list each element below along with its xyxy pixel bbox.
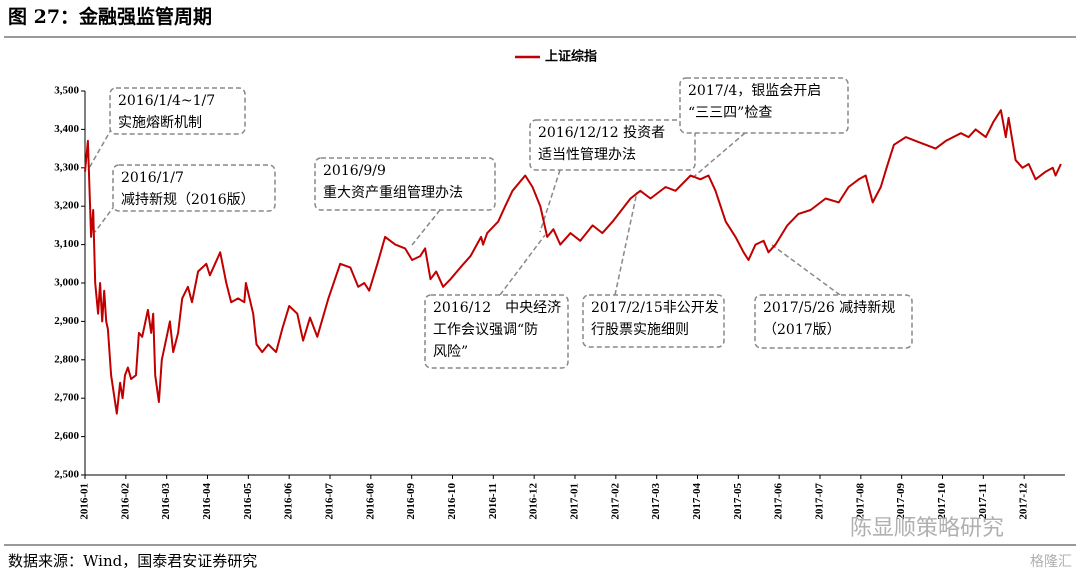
x-tick-label: 2017-11 xyxy=(977,483,989,519)
x-tick-label: 2016-08 xyxy=(364,483,376,520)
annotation-leader xyxy=(411,209,441,246)
annotation-text: 实施熔断机制 xyxy=(118,115,202,131)
annotation-box xyxy=(582,294,725,348)
annotation-text: 2016/1/4~1/7 xyxy=(118,93,215,109)
x-tick-label: 2016-07 xyxy=(324,483,336,520)
x-tick-label: 2016-12 xyxy=(528,483,540,520)
annotation-box xyxy=(424,294,569,369)
annotation-text: 工作会议强调“防 xyxy=(433,322,538,338)
x-tick-label: 2017-06 xyxy=(773,483,785,520)
annotation-box xyxy=(679,77,849,134)
y-tick-label: 2,700 xyxy=(54,392,79,404)
series-line xyxy=(84,109,1062,415)
annotation-text: 2016/9/9 xyxy=(323,163,386,179)
x-tick-label: 2017-04 xyxy=(691,483,703,520)
y-tick-label: 2,500 xyxy=(54,469,79,481)
x-tick-label: 2017-01 xyxy=(569,483,581,520)
y-tick-label: 3,100 xyxy=(54,238,79,250)
x-tick-label: 2017-10 xyxy=(936,483,948,520)
annotation-text: 行股票实施细则 xyxy=(591,322,689,338)
x-tick-label: 2016-05 xyxy=(242,483,254,520)
x-tick-label: 2016-10 xyxy=(446,483,458,520)
y-tick-label: 2,900 xyxy=(54,315,79,327)
annotation-text: 2017/5/26 减持新规 xyxy=(763,300,895,316)
chart-title: 图 27：金融强监管周期 xyxy=(8,5,212,28)
x-tick-label: 2017-03 xyxy=(650,483,662,520)
legend-label: 上证综指 xyxy=(545,49,597,65)
annotation-text: 2016/12/12 投资者 xyxy=(538,125,665,141)
annotation-box xyxy=(754,294,913,349)
x-tick-label: 2017-07 xyxy=(814,483,826,520)
annotation-leader xyxy=(771,244,841,296)
annotation-text: 2017/4，银监会开启 xyxy=(688,83,821,99)
annotation-leader xyxy=(539,169,561,233)
x-tick-label: 2016-03 xyxy=(160,483,172,520)
y-tick-label: 3,500 xyxy=(54,85,79,97)
annotation-text: （2017版） xyxy=(763,322,841,338)
x-tick-label: 2017-05 xyxy=(732,483,744,520)
x-tick-label: 2016-09 xyxy=(405,483,417,520)
x-tick-label: 2016-04 xyxy=(201,483,213,520)
x-tick-label: 2016-11 xyxy=(487,483,499,519)
x-tick-label: 2017-09 xyxy=(895,483,907,520)
annotation-text: 减持新规（2016版） xyxy=(121,192,255,208)
annotation-text: 风险” xyxy=(433,344,468,360)
source: 数据来源：Wind，国泰君安证券研究 xyxy=(8,552,257,570)
x-tick-label: 2016-02 xyxy=(119,483,131,520)
y-tick-label: 3,000 xyxy=(54,277,79,289)
annotation-leader xyxy=(94,204,116,233)
annotation-box xyxy=(529,119,696,171)
x-tick-label: 2016-06 xyxy=(283,483,295,520)
annotation-leader xyxy=(87,127,113,171)
x-tick-label: 2017-02 xyxy=(609,483,621,520)
annotation-box xyxy=(112,164,276,212)
annotation-text: 重大资产重组管理办法 xyxy=(323,185,463,201)
x-tick-label: 2017-12 xyxy=(1018,483,1030,520)
y-tick-label: 2,800 xyxy=(54,353,79,365)
watermark: 陈显顺策略研究 xyxy=(850,516,1004,541)
x-tick-label: 2016-01 xyxy=(79,483,91,520)
annotation-text: 2016/12 中央经济 xyxy=(433,300,561,316)
y-tick-label: 2,600 xyxy=(54,430,79,442)
annotation-box xyxy=(109,87,246,135)
annotation-leader xyxy=(499,234,546,296)
y-tick-label: 3,300 xyxy=(54,161,79,173)
x-tick-label: 2017-08 xyxy=(854,483,866,520)
annotation-leader xyxy=(614,191,638,296)
annotation-text: 适当性管理办法 xyxy=(538,147,636,163)
y-tick-label: 3,200 xyxy=(54,200,79,212)
annotation-box xyxy=(314,157,496,211)
annotation-text: 2017/2/15非公开发 xyxy=(591,300,719,316)
y-tick-label: 3,400 xyxy=(54,123,79,135)
annotation-text: 2016/1/7 xyxy=(121,170,184,186)
watermark: 格隆汇 xyxy=(1030,554,1072,570)
annotation-text: “三三四”检查 xyxy=(688,105,772,121)
annotation-leader xyxy=(689,132,746,181)
